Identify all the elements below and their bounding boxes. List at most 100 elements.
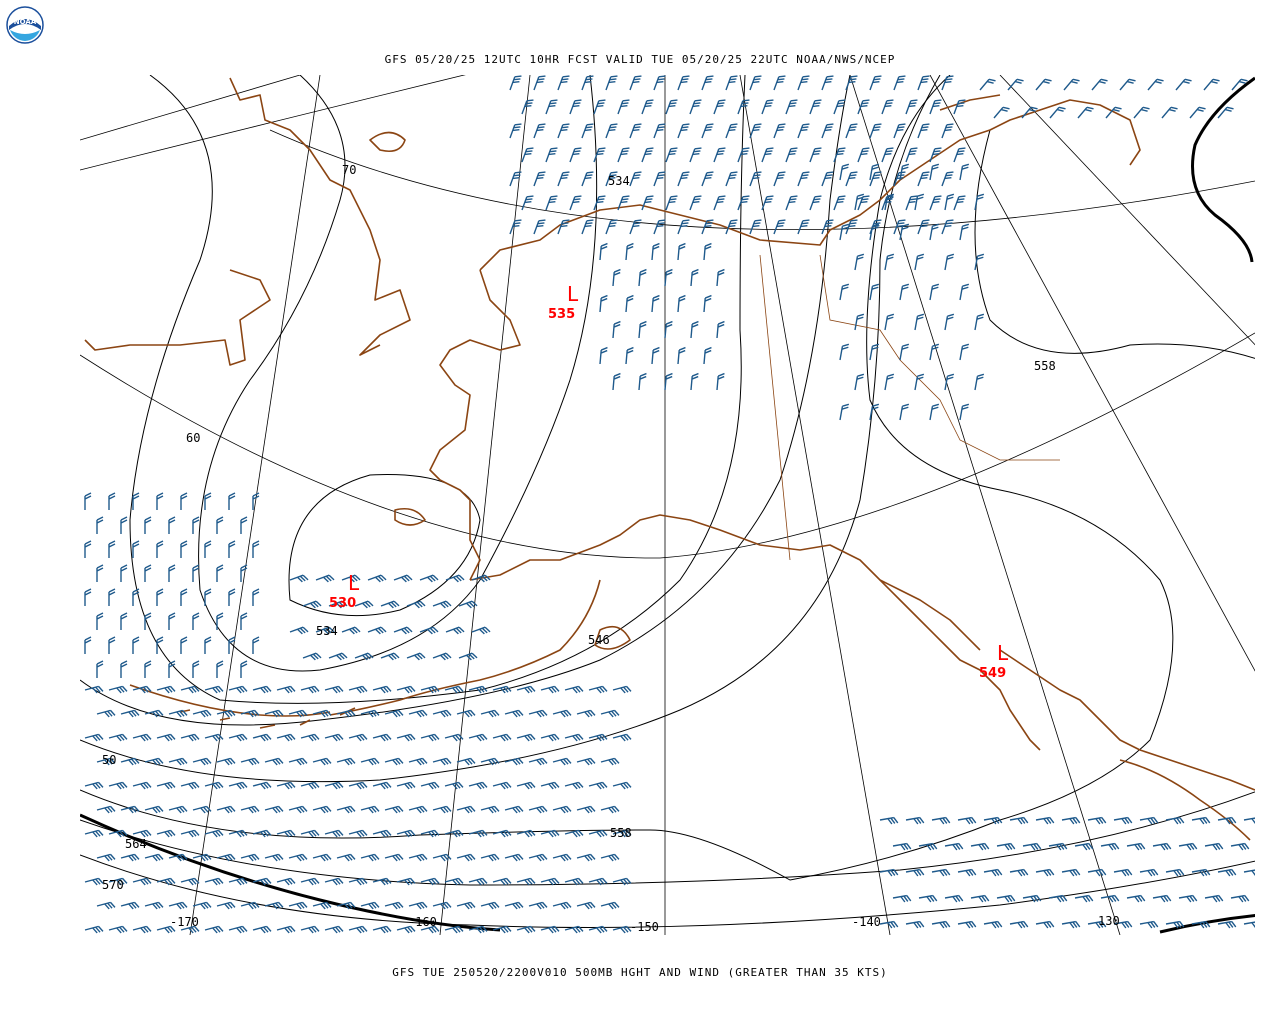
wind-barb xyxy=(360,709,380,718)
wind-barb xyxy=(408,853,428,862)
wind-barb xyxy=(797,75,810,91)
wind-barb xyxy=(629,171,642,187)
wind-barb xyxy=(96,660,104,678)
wind-barb xyxy=(970,894,990,903)
wind-barb xyxy=(216,757,236,766)
wind-barb xyxy=(192,805,212,814)
wind-barb xyxy=(665,147,678,163)
wind-barb xyxy=(216,709,236,718)
wind-barb xyxy=(120,901,140,910)
wind-barb xyxy=(312,901,332,910)
wind-barb xyxy=(1152,894,1172,903)
contour-558-w xyxy=(80,75,1174,881)
wind-barb xyxy=(516,877,536,886)
wind-barb xyxy=(600,709,620,718)
wind-barb xyxy=(959,163,970,181)
wind-barb xyxy=(168,660,176,678)
wind-barb xyxy=(288,901,308,910)
wind-barb xyxy=(408,901,428,910)
wind-barb xyxy=(944,842,964,851)
wind-barb xyxy=(504,901,524,910)
wind-barb xyxy=(612,829,632,838)
wind-barb xyxy=(737,147,750,163)
wind-barb xyxy=(84,636,92,654)
wind-barb xyxy=(854,313,865,331)
lon-m110 xyxy=(999,75,1255,346)
wind-barb xyxy=(521,147,534,163)
wind-barb xyxy=(701,123,714,139)
wind-barb xyxy=(324,925,344,934)
contour-label-546: 546 xyxy=(588,633,610,647)
wind-barb xyxy=(929,195,942,211)
wind-barb xyxy=(552,757,572,766)
wind-barb xyxy=(1165,920,1185,929)
wind-barb xyxy=(540,925,560,934)
wind-barb xyxy=(957,920,977,929)
wind-barb xyxy=(1243,816,1255,825)
wind-barb xyxy=(1061,868,1081,877)
wind-barb xyxy=(653,75,666,91)
wind-barb xyxy=(833,195,846,211)
wind-barb xyxy=(288,853,308,862)
wind-barb xyxy=(276,733,296,742)
wind-barb xyxy=(581,219,594,235)
wind-barb xyxy=(168,516,176,534)
wind-barb xyxy=(869,403,880,421)
wind-barb xyxy=(944,313,955,331)
wind-barb xyxy=(516,781,536,790)
height-contours xyxy=(80,75,1255,928)
wind-barb xyxy=(180,540,188,558)
wind-barb xyxy=(1074,894,1094,903)
wind-barb xyxy=(899,163,910,181)
wind-barb xyxy=(1074,842,1094,851)
wind-barb xyxy=(713,195,726,211)
wind-barb xyxy=(132,636,140,654)
wind-barb xyxy=(1022,842,1042,851)
wind-barb xyxy=(1126,894,1146,903)
wind-barb xyxy=(953,99,966,115)
wind-barb xyxy=(216,612,224,630)
lon-m170-label: -170 xyxy=(170,915,199,929)
wind-barb xyxy=(905,816,925,825)
wind-barb xyxy=(180,829,200,838)
wind-barb xyxy=(180,636,188,654)
wind-barb xyxy=(156,540,164,558)
wind-barb xyxy=(533,75,546,91)
wind-barb xyxy=(869,171,882,187)
wind-barb xyxy=(552,901,572,910)
wind-barb xyxy=(569,147,582,163)
wind-barb xyxy=(156,877,176,886)
wind-barb xyxy=(516,925,536,934)
wind-barb xyxy=(599,294,608,313)
wind-barb xyxy=(651,294,660,313)
wind-barb xyxy=(929,403,940,421)
wind-barb xyxy=(821,219,834,235)
wind-barb xyxy=(252,925,272,934)
wind-barb xyxy=(974,193,985,211)
wind-barb xyxy=(168,612,176,630)
wind-barb xyxy=(689,195,702,211)
wind-barb xyxy=(899,403,910,421)
wind-barb xyxy=(703,242,712,261)
wind-barb xyxy=(959,403,970,421)
wind-barb xyxy=(600,805,620,814)
wind-barb xyxy=(372,685,392,694)
wind-barb xyxy=(857,147,870,163)
wind-barb xyxy=(690,268,699,287)
lon-m170 xyxy=(189,75,321,935)
wind-barb xyxy=(420,829,440,838)
wind-barb xyxy=(408,757,428,766)
wind-barb xyxy=(264,805,284,814)
wind-barb xyxy=(252,829,272,838)
wind-barb xyxy=(797,123,810,139)
wind-barb xyxy=(701,219,714,235)
wind-barb xyxy=(144,564,152,582)
wind-barb xyxy=(528,901,548,910)
wind-barb xyxy=(445,626,465,635)
wind-barb xyxy=(974,373,985,391)
wind-barb xyxy=(881,99,894,115)
wind-barb xyxy=(240,805,260,814)
wind-barb xyxy=(552,805,572,814)
wind-barb xyxy=(893,171,906,187)
wind-barb xyxy=(564,733,584,742)
